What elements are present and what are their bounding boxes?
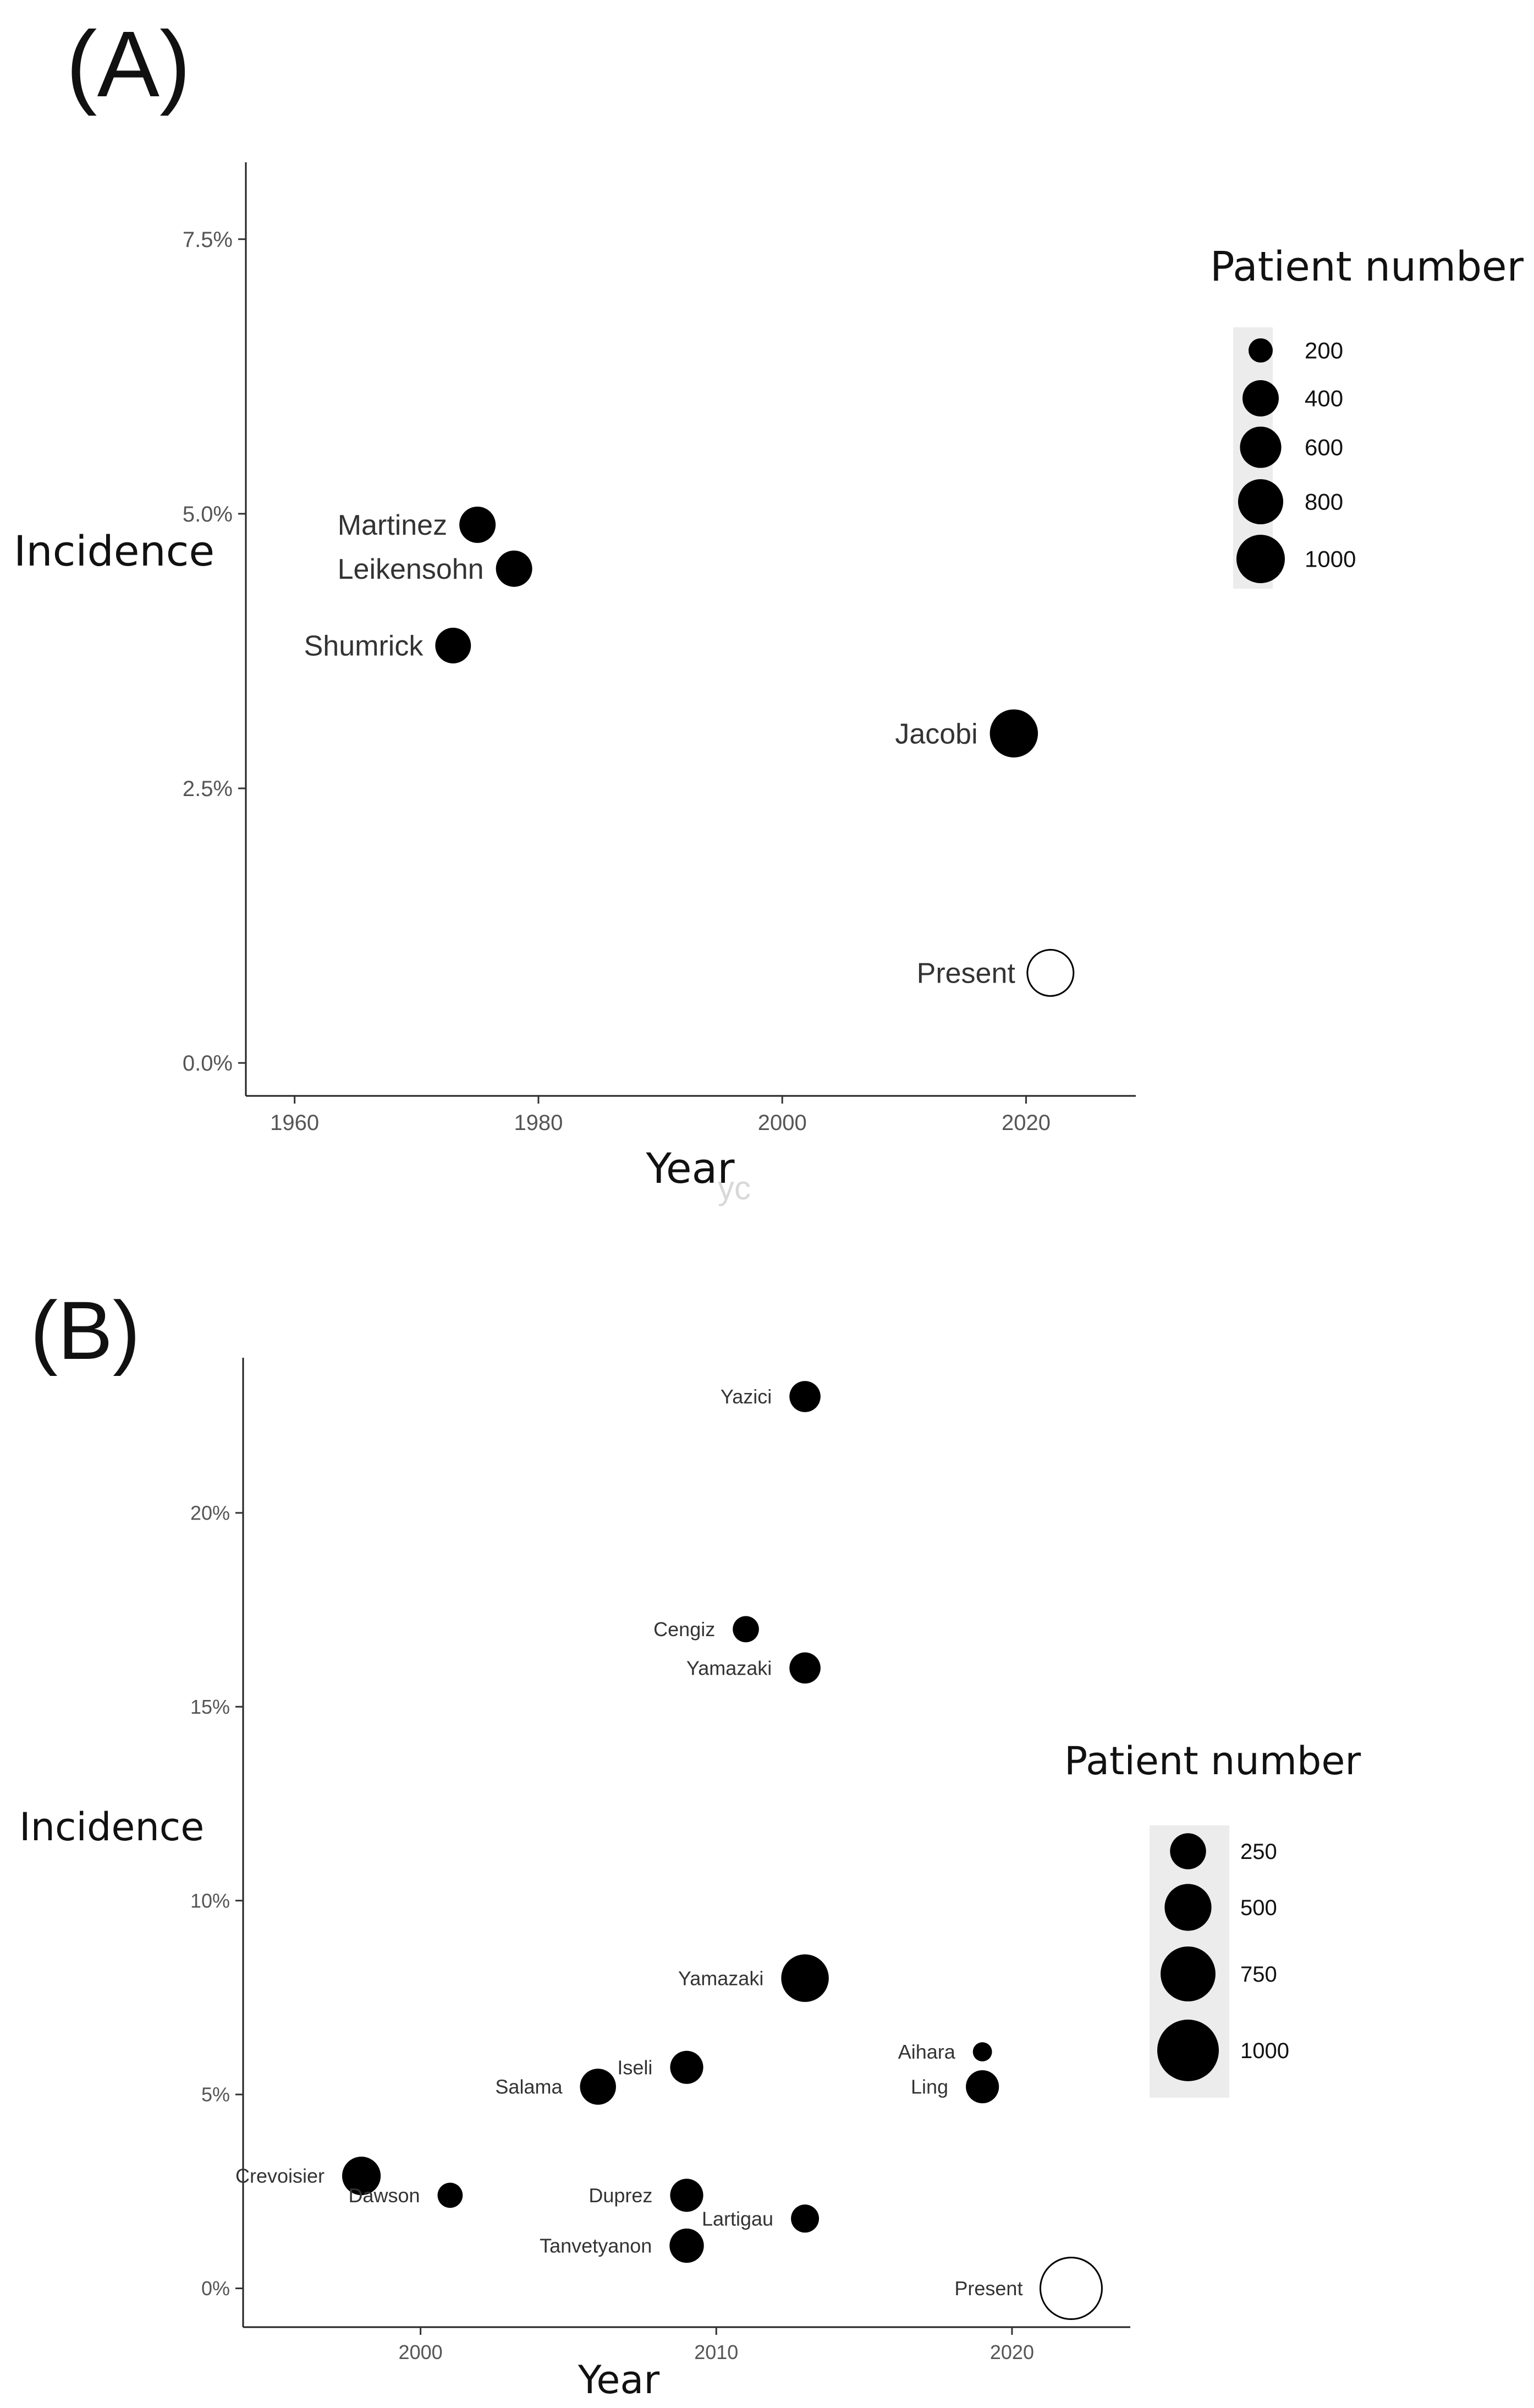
- panel-a-legend-key-200: [1249, 338, 1273, 363]
- panel-a-point-label-shumrick: Shumrick: [304, 630, 424, 662]
- panel-a-x-axis-title: Year: [646, 1144, 735, 1193]
- panel-a-legend-label-600: 600: [1305, 435, 1343, 460]
- panel-a-point-martinez: [459, 506, 496, 543]
- panel-b-point-duprez: [670, 2179, 703, 2212]
- panel-a-legend-items: 200 400 600 800 1000: [1236, 338, 1356, 583]
- panel-b-y-tick-label: 5%: [201, 2083, 230, 2106]
- panel-b-x-tick-label: 2000: [399, 2341, 443, 2363]
- panel-b-y-ticks: 0% 5% 10% 15% 20%: [190, 1502, 243, 2300]
- panel-a-x-tick-label: 1980: [514, 1111, 563, 1135]
- panel-b: (B) Incidence Year 2000 2010 2020 0% 5% 10% 1…: [19, 1284, 1361, 2402]
- panel-b-point-label-crevoisier: Crevoisier: [235, 2165, 325, 2187]
- panel-b-legend-label-500: 500: [1240, 1896, 1277, 1920]
- panel-b-y-tick-label: 10%: [190, 1889, 230, 1912]
- panel-b-point-label-ling: Ling: [911, 2076, 948, 2098]
- panel-b-legend-label-250: 250: [1240, 1840, 1277, 1864]
- panel-a-y-tick-label: 0.0%: [183, 1051, 233, 1076]
- panel-a-legend-label-200: 200: [1305, 338, 1343, 364]
- panel-b-point-yamazaki: [789, 1652, 821, 1684]
- panel-a-point-present: [1026, 948, 1075, 997]
- panel-b-x-tick-label: 2020: [990, 2341, 1034, 2363]
- panel-b-point-label-yazici: Yazici: [721, 1385, 772, 1408]
- panel-a-legend-key-1000: [1236, 535, 1285, 583]
- panel-a-x-ticks: 1960 1980 2000 2020: [270, 1096, 1051, 1135]
- panel-a-legend: Patient number 200 400 600 800 1000: [1210, 243, 1524, 589]
- panel-a-point-jacobi: [989, 709, 1038, 758]
- panel-b-point-label-iseli: Iseli: [617, 2056, 652, 2078]
- panel-a: (A) Incidence Year yc 1960 1980 2000 2020 0…: [14, 12, 1524, 1206]
- panel-b-point-dawson: [437, 2182, 463, 2208]
- panel-b-point-tanvetyanon: [669, 2228, 704, 2263]
- panel-b-legend-items: 250 500 750 1000: [1157, 1833, 1289, 2081]
- panel-a-point-label-present: Present: [917, 958, 1016, 990]
- panel-a-legend-label-400: 400: [1305, 386, 1343, 412]
- panel-a-point-label-leikensohn: Leikensohn: [338, 553, 484, 585]
- panel-a-point-label-jacobi: Jacobi: [895, 718, 977, 750]
- panel-a-x-tick-label: 1960: [270, 1111, 319, 1135]
- panel-b-point-crevoisier: [342, 2157, 381, 2196]
- panel-a-legend-key-800: [1238, 479, 1284, 525]
- panel-b-legend-key-1000: [1157, 2020, 1219, 2081]
- panel-a-y-axis-title: Incidence: [14, 526, 215, 575]
- panel-b-y-axis-title: Incidence: [19, 1804, 204, 1850]
- panel-b-legend-label-750: 750: [1240, 1962, 1277, 1987]
- panel-a-points: Martinez Leikensohn Shumrick Jacobi Present: [304, 506, 1075, 997]
- panel-b-y-tick-label: 20%: [190, 1502, 230, 1524]
- panel-b-legend: Patient number 250 500 750 1000: [1064, 1738, 1361, 2098]
- panel-b-point-label-tanvetyanon: Tanvetyanon: [540, 2235, 652, 2257]
- panel-b-point-label-dawson: Dawson: [348, 2184, 420, 2207]
- panel-b-point-label-yamazaki: Yamazaki: [678, 1967, 763, 1989]
- panel-b-legend-key-750: [1161, 1946, 1216, 2001]
- panel-a-watermark: yc: [718, 1170, 751, 1206]
- panel-b-x-axis-title: Year: [578, 2357, 659, 2402]
- panel-b-point-label-yamazaki: Yamazaki: [686, 1656, 772, 1679]
- panel-a-y-tick-label: 7.5%: [183, 228, 233, 252]
- panel-b-point-salama: [580, 2069, 616, 2105]
- panel-b-point-iseli: [670, 2050, 703, 2084]
- panel-b-point-present: [1039, 2257, 1103, 2321]
- panel-b-x-tick-label: 2010: [694, 2341, 738, 2363]
- panel-a-y-tick-label: 5.0%: [183, 502, 233, 526]
- panel-b-x-ticks: 2000 2010 2020: [399, 2327, 1034, 2363]
- panel-b-point-label-salama: Salama: [495, 2076, 563, 2098]
- panel-b-point-yamazaki: [781, 1954, 829, 2002]
- panel-b-point-lartigau: [791, 2204, 820, 2233]
- panel-a-label: (A): [66, 12, 191, 117]
- panel-b-point-label-aihara: Aihara: [898, 2041, 956, 2063]
- panel-b-point-label-duprez: Duprez: [589, 2184, 652, 2207]
- panel-b-legend-key-250: [1170, 1833, 1206, 1869]
- panel-b-point-label-lartigau: Lartigau: [702, 2207, 773, 2230]
- panel-a-legend-key-400: [1242, 380, 1279, 416]
- panel-b-label: (B): [30, 1284, 140, 1376]
- panel-b-legend-label-1000: 1000: [1240, 2039, 1289, 2063]
- panel-b-point-yazici: [789, 1381, 821, 1412]
- panel-b-point-cengiz: [733, 1616, 759, 1643]
- panel-b-point-aihara: [972, 2042, 992, 2062]
- panel-b-legend-key-500: [1164, 1884, 1212, 1931]
- panel-a-y-tick-label: 2.5%: [183, 777, 233, 801]
- panel-a-point-leikensohn: [496, 550, 532, 587]
- panel-a-x-tick-label: 2000: [758, 1111, 807, 1135]
- panel-b-legend-title: Patient number: [1064, 1738, 1361, 1784]
- panel-a-legend-label-1000: 1000: [1305, 546, 1356, 572]
- panel-a-x-tick-label: 2020: [1002, 1111, 1051, 1135]
- panel-a-point-label-martinez: Martinez: [338, 509, 447, 541]
- panel-a-y-ticks: 0.0% 2.5% 5.0% 7.5%: [183, 228, 246, 1076]
- panel-b-points: Yazici Cengiz Yamazaki Yamazaki Iseli Salama A…: [235, 1381, 1103, 2321]
- panel-b-point-label-present: Present: [954, 2277, 1022, 2300]
- panel-b-y-tick-label: 15%: [190, 1696, 230, 1718]
- panel-a-point-shumrick: [435, 628, 471, 663]
- panel-a-legend-title: Patient number: [1210, 243, 1524, 290]
- panel-a-legend-key-600: [1240, 426, 1282, 468]
- panel-b-point-ling: [966, 2070, 999, 2104]
- panel-a-legend-label-800: 800: [1305, 489, 1343, 515]
- panel-b-point-label-cengiz: Cengiz: [653, 1618, 715, 1641]
- panel-b-y-tick-label: 0%: [201, 2277, 230, 2300]
